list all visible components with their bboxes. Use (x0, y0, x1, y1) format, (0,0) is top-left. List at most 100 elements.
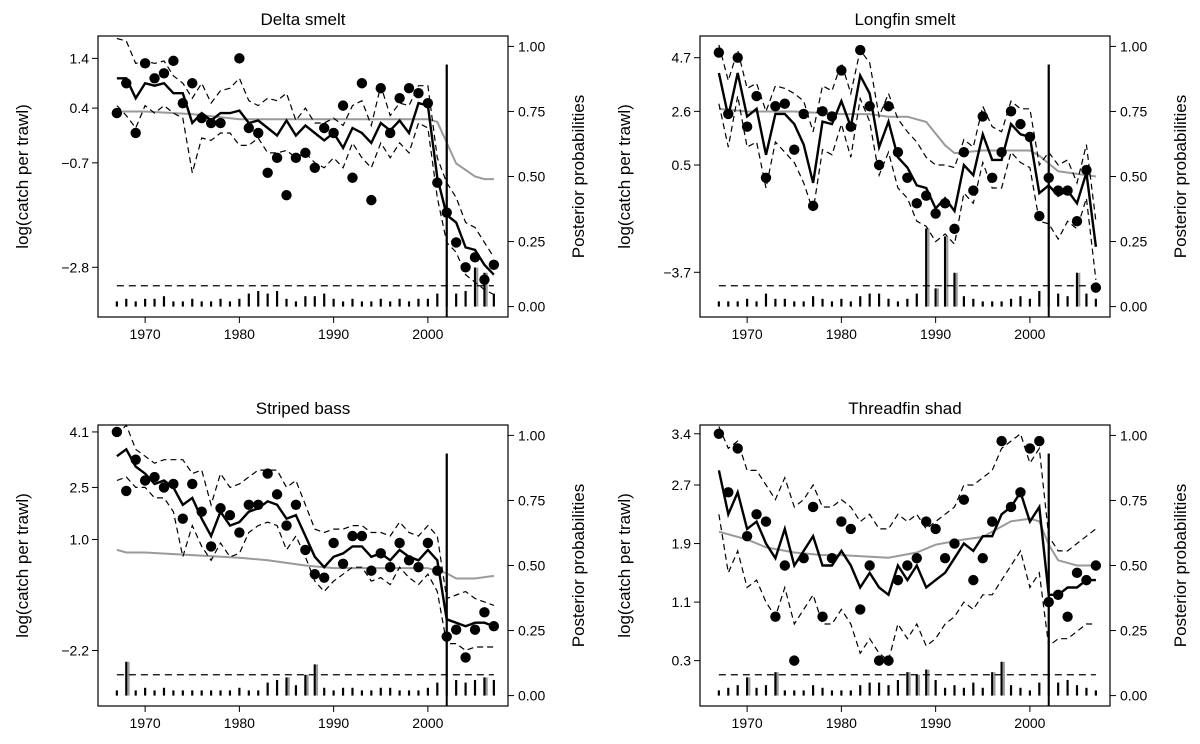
x-tick-label: 1980 (826, 715, 857, 731)
data-point (713, 428, 725, 439)
data-point (723, 487, 734, 498)
data-point (319, 572, 330, 583)
y-tick-label: −2.8 (61, 259, 89, 275)
data-point (441, 207, 452, 218)
plot-area (111, 37, 500, 317)
data-point (902, 172, 913, 183)
data-point (300, 544, 311, 556)
data-point (779, 98, 791, 109)
data-point (479, 274, 490, 285)
data-point (921, 516, 932, 527)
data-point (1043, 596, 1054, 608)
data-point (149, 471, 160, 483)
y-tick-label: −3.7 (663, 264, 691, 280)
chart-title: Striped bass (256, 399, 351, 418)
data-point (836, 516, 847, 527)
y-tick-label: 3.4 (672, 426, 692, 442)
data-point (384, 127, 396, 139)
data-point (1005, 501, 1017, 513)
chart-title: Delta smelt (260, 10, 345, 29)
y-tick-label: 4.7 (672, 50, 692, 66)
y2-tick-label: 0.75 (518, 103, 545, 119)
y2-tick-label: 1.00 (1120, 427, 1147, 443)
data-point (271, 152, 283, 164)
y2-tick-label: 1.00 (518, 427, 545, 443)
data-point (873, 159, 885, 171)
data-point (958, 494, 970, 505)
chart-title: Threadfin shad (848, 399, 961, 418)
y-axis-label: log(catch per trawl) (615, 493, 634, 638)
data-point (855, 604, 866, 615)
data-point (450, 624, 462, 635)
panel-0: 1970 1980 1990 2000 −2.8 −0.7 0.4 1.4 0.00 0.25 0.… (13, 10, 588, 342)
data-point (883, 655, 894, 666)
data-point (986, 516, 998, 527)
data-point (234, 53, 245, 64)
data-point (798, 108, 809, 120)
data-point (394, 92, 405, 104)
upper-bound-line (718, 426, 1097, 552)
x-tick-label: 1990 (318, 715, 349, 731)
data-point (873, 655, 885, 666)
y2-tick-label: 1.00 (1120, 38, 1147, 54)
data-point (422, 97, 434, 109)
upper-bound-line (116, 37, 495, 258)
data-point (892, 574, 904, 586)
data-point (836, 65, 847, 76)
y-axis-label: log(catch per trawl) (13, 104, 32, 249)
y2-tick-label: 0.00 (518, 688, 545, 704)
data-point (817, 106, 828, 117)
x-tick-label: 2000 (1014, 715, 1045, 731)
data-point (996, 147, 1007, 158)
data-point (723, 108, 734, 120)
data-point (1015, 118, 1026, 130)
y2-axis-label: Posterior probabilities (569, 484, 588, 647)
lower-bound-line (116, 476, 494, 652)
data-point (187, 478, 198, 490)
x-tick-label: 1980 (224, 326, 255, 342)
data-point (930, 208, 941, 219)
y-tick-label: 1.4 (70, 50, 90, 66)
data-point (413, 562, 424, 573)
data-point (807, 200, 819, 212)
y-tick-label: 1.0 (70, 531, 90, 547)
data-point (139, 475, 151, 486)
median-line (116, 447, 495, 628)
data-point (845, 523, 857, 535)
data-point (347, 530, 358, 542)
data-point (441, 631, 452, 642)
data-point (177, 513, 189, 524)
data-point (158, 482, 170, 493)
y-tick-label: 1.9 (672, 536, 692, 552)
y2-tick-label: 0.25 (1120, 234, 1147, 250)
data-point (1005, 106, 1017, 117)
data-point (309, 162, 320, 173)
data-point (281, 189, 292, 201)
x-tick-label: 2000 (1014, 326, 1045, 342)
data-point (1062, 185, 1073, 196)
median-line (116, 77, 495, 276)
data-point (949, 223, 960, 235)
data-point (958, 147, 970, 158)
data-point (760, 516, 772, 527)
data-point (356, 530, 368, 542)
x-tick-label: 1970 (130, 326, 161, 342)
data-point (215, 503, 226, 514)
data-point (817, 611, 828, 622)
x-tick-label: 2000 (412, 326, 443, 342)
data-point (130, 454, 141, 465)
data-point (281, 520, 292, 531)
data-point (319, 122, 330, 134)
data-point (1071, 567, 1083, 579)
y2-tick-label: 0.75 (1120, 492, 1147, 508)
data-point (1015, 487, 1026, 498)
y-tick-label: 2.7 (672, 477, 692, 493)
data-point (403, 83, 415, 94)
data-point (1081, 164, 1092, 176)
data-point (1062, 611, 1073, 622)
lower-bound-line (718, 514, 1096, 662)
data-point (864, 560, 875, 571)
data-point (168, 478, 179, 490)
data-point (826, 552, 838, 564)
y2-tick-label: 0.00 (1120, 299, 1147, 315)
